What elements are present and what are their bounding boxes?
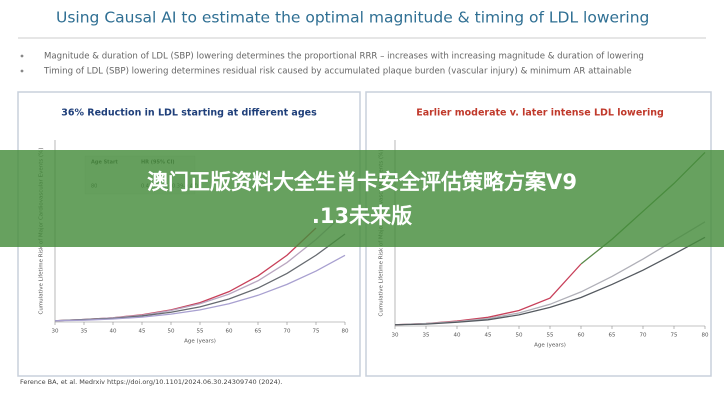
bullet-dot — [20, 69, 24, 73]
x-tick-label: 75 — [671, 333, 678, 339]
overlay-banner — [0, 150, 724, 247]
slide-title: Using Causal AI to estimate the optimal … — [56, 9, 649, 27]
x-tick-label: 75 — [313, 329, 320, 335]
x-tick-label: 55 — [197, 329, 204, 335]
x-tick-label: 50 — [168, 329, 175, 335]
x-tick-label: 80 — [702, 333, 709, 339]
x-tick-label: 60 — [226, 329, 233, 335]
bullet-dot — [20, 54, 24, 58]
bullet: Timing of LDL (SBP) lowering determines … — [43, 67, 632, 77]
x-tick-label: 80 — [342, 329, 349, 335]
overlay-text: 澳门正版资料大全生肖卡安全评估策略方案V9 — [147, 170, 577, 194]
x-tick-label: 65 — [255, 329, 262, 335]
footnote: Ference BA, et al. Medrxiv https://doi.o… — [20, 378, 282, 386]
x-tick-label: 35 — [423, 333, 430, 339]
x-tick-label: 40 — [110, 329, 117, 335]
chart-title: Earlier moderate v. later intense LDL lo… — [416, 108, 664, 119]
x-tick-label: 70 — [640, 333, 647, 339]
x-tick-label: 30 — [392, 333, 399, 339]
x-tick-label: 70 — [284, 329, 291, 335]
x-tick-label: 50 — [516, 333, 523, 339]
x-tick-label: 60 — [578, 333, 585, 339]
series-line — [394, 236, 706, 326]
x-tick-label: 30 — [52, 329, 59, 335]
x-axis-label: Age (years) — [184, 339, 216, 345]
x-tick-label: 55 — [547, 333, 554, 339]
overlay-text: .13未来版 — [312, 204, 412, 228]
bullet: Magnitude & duration of LDL (SBP) loweri… — [44, 52, 644, 62]
x-axis-label: Age (years) — [534, 343, 566, 349]
x-tick-label: 45 — [485, 333, 492, 339]
x-tick-label: 40 — [454, 333, 461, 339]
x-tick-label: 65 — [609, 333, 616, 339]
chart-title: 36% Reduction in LDL starting at differe… — [61, 108, 317, 119]
series-line — [54, 254, 346, 322]
x-tick-label: 35 — [81, 329, 88, 335]
x-tick-label: 45 — [139, 329, 146, 335]
